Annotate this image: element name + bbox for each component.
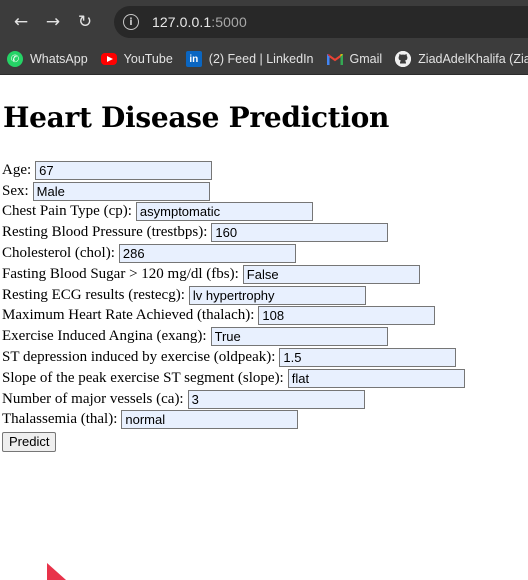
age-input[interactable]: [35, 160, 213, 180]
reload-icon[interactable]: ↻: [77, 12, 93, 32]
bookmark-label: Gmail: [349, 52, 383, 66]
bookmark-label: ZiadAdelKhalifa (Zia...: [418, 52, 528, 66]
forward-arrow-icon[interactable]: →: [45, 12, 61, 32]
major-vessels-label: Number of major vessels (ca):: [2, 390, 184, 407]
st-depression-label: ST depression induced by exercise (oldpe…: [2, 349, 276, 366]
exercise-angina-label: Exercise Induced Angina (exang):: [2, 328, 207, 345]
field-row-exang: Exercise Induced Angina (exang):: [2, 326, 465, 347]
field-row-ca: Number of major vessels (ca):: [2, 389, 465, 410]
field-row-trestbps: Resting Blood Pressure (trestbps):: [2, 222, 465, 243]
age-label: Age:: [2, 161, 32, 178]
github-icon: [395, 51, 412, 67]
bookmark-label: WhatsApp: [30, 52, 88, 66]
resting-blood-pressure-input[interactable]: [211, 223, 389, 243]
prediction-form: Age: Sex: Chest Pain Type (cp): Resting …: [2, 160, 465, 453]
bookmark-label: (2) Feed | LinkedIn: [208, 52, 314, 66]
sex-input[interactable]: [32, 181, 210, 201]
bookmark-github[interactable]: ZiadAdelKhalifa (Zia...: [389, 46, 528, 72]
gmail-icon: [326, 51, 343, 67]
resting-blood-pressure-label: Resting Blood Pressure (trestbps):: [2, 224, 208, 241]
st-slope-label: Slope of the peak exercise ST segment (s…: [2, 369, 284, 386]
exercise-angina-input[interactable]: [210, 327, 388, 347]
field-row-age: Age:: [2, 160, 465, 181]
thalassemia-label: Thalassemia (thal):: [2, 411, 118, 428]
mouse-cursor-icon: [47, 563, 66, 580]
bookmarks-bar: ✆ WhatsApp YouTube in (2) Feed | LinkedI…: [0, 44, 528, 75]
resting-ecg-label: Resting ECG results (restecg):: [2, 286, 185, 303]
page-title: Heart Disease Prediction: [3, 101, 390, 134]
site-info-icon[interactable]: i: [123, 14, 139, 30]
url-port: :5000: [211, 14, 247, 30]
back-arrow-icon[interactable]: ←: [13, 12, 29, 32]
bookmark-linkedin[interactable]: in (2) Feed | LinkedIn: [180, 46, 320, 72]
field-row-fbs: Fasting Blood Sugar > 120 mg/dl (fbs):: [2, 264, 465, 285]
thalassemia-input[interactable]: [121, 410, 299, 430]
cholesterol-label: Cholesterol (chol):: [2, 245, 115, 262]
major-vessels-input[interactable]: [187, 389, 365, 409]
youtube-icon: [100, 53, 117, 65]
bookmark-whatsapp[interactable]: ✆ WhatsApp: [1, 46, 94, 72]
page-viewport: Heart Disease Prediction Age: Sex: Chest…: [0, 75, 528, 580]
field-row-chol: Cholesterol (chol):: [2, 243, 465, 264]
field-row-sex: Sex:: [2, 181, 465, 202]
linkedin-icon: in: [185, 51, 202, 67]
max-heart-rate-label: Maximum Heart Rate Achieved (thalach):: [2, 307, 255, 324]
st-slope-input[interactable]: [287, 368, 465, 388]
chest-pain-type-input[interactable]: [135, 202, 313, 222]
fasting-blood-sugar-label: Fasting Blood Sugar > 120 mg/dl (fbs):: [2, 265, 239, 282]
bookmark-label: YouTube: [123, 52, 173, 66]
cholesterol-input[interactable]: [118, 244, 296, 264]
fasting-blood-sugar-input[interactable]: [242, 264, 420, 284]
bookmark-youtube[interactable]: YouTube: [95, 46, 179, 72]
resting-ecg-input[interactable]: [188, 285, 366, 305]
predict-button[interactable]: Predict: [2, 432, 57, 453]
bookmark-gmail[interactable]: Gmail: [321, 46, 389, 72]
browser-toolbar: ← → ↻ i 127.0.0.1:5000: [0, 0, 528, 44]
field-row-thalach: Maximum Heart Rate Achieved (thalach):: [2, 306, 465, 327]
max-heart-rate-input[interactable]: [258, 306, 436, 326]
field-row-thal: Thalassemia (thal):: [2, 410, 465, 431]
field-row-oldpeak: ST depression induced by exercise (oldpe…: [2, 347, 465, 368]
url-host: 127.0.0.1: [152, 14, 212, 30]
chest-pain-type-label: Chest Pain Type (cp):: [2, 203, 132, 220]
address-bar[interactable]: i 127.0.0.1:5000: [114, 6, 528, 38]
st-depression-input[interactable]: [279, 348, 457, 368]
field-row-restecg: Resting ECG results (restecg):: [2, 285, 465, 306]
whatsapp-icon: ✆: [7, 51, 23, 67]
field-row-cp: Chest Pain Type (cp):: [2, 202, 465, 223]
url-text[interactable]: 127.0.0.1:5000: [152, 14, 247, 30]
field-row-slope: Slope of the peak exercise ST segment (s…: [2, 368, 465, 389]
sex-label: Sex:: [2, 182, 29, 199]
